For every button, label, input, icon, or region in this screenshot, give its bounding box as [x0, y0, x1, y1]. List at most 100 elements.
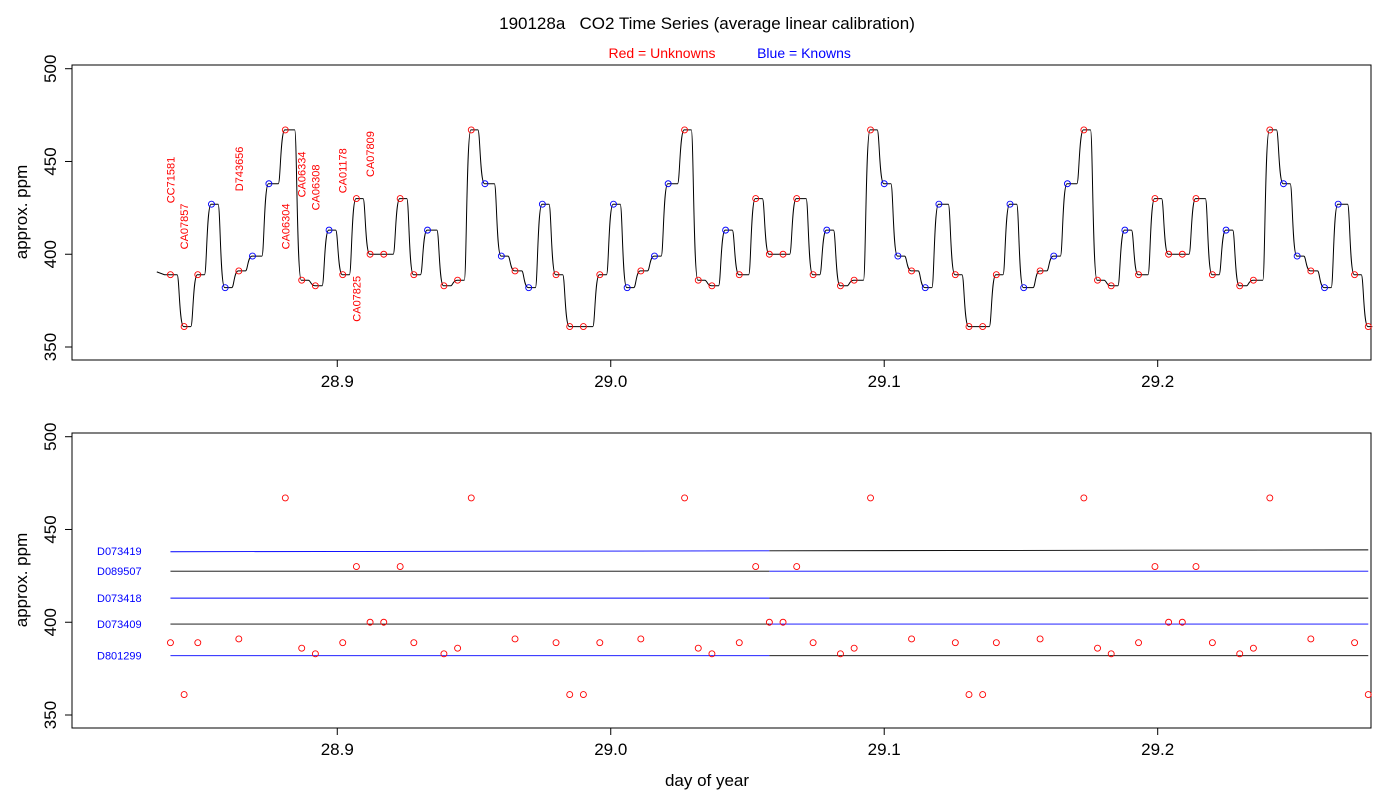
unknown-point	[1151, 563, 1159, 571]
data-point	[1050, 252, 1058, 260]
data-point	[538, 200, 546, 208]
unknown-point	[837, 650, 844, 658]
data-point	[525, 284, 533, 292]
data-point	[1307, 267, 1315, 275]
unknown-point	[735, 639, 743, 647]
data-point	[880, 180, 888, 188]
data-point	[1036, 267, 1044, 275]
data-point	[1222, 226, 1230, 234]
top-y-tick-label: 450	[41, 147, 60, 175]
unknown-point	[694, 644, 702, 652]
data-point	[921, 284, 929, 292]
data-point	[1266, 126, 1274, 134]
unknown-point	[1236, 650, 1244, 658]
data-point	[424, 226, 431, 234]
data-point	[1094, 276, 1101, 284]
data-point	[722, 226, 730, 234]
data-point	[735, 271, 743, 279]
unknown-point	[566, 691, 574, 699]
bottom-x-tick-label: 29.0	[594, 740, 627, 759]
bottom-y-tick-label: 500	[41, 423, 60, 451]
unknown-point	[380, 618, 388, 626]
sample-annotation: CA06304	[280, 203, 292, 249]
unknown-point	[1107, 650, 1115, 658]
unknown-point	[1178, 618, 1186, 626]
unknown-point	[1192, 563, 1200, 571]
sample-annotation: CA07809	[365, 131, 377, 177]
data-point	[339, 271, 347, 279]
data-point	[235, 267, 243, 275]
unknown-point	[1364, 691, 1372, 699]
unknown-point	[311, 650, 319, 658]
unknown-point	[908, 635, 916, 643]
unknown-point	[366, 618, 374, 626]
data-point	[467, 126, 475, 134]
data-point	[566, 323, 574, 331]
data-point	[221, 284, 229, 292]
unknown-point	[1036, 635, 1044, 643]
top-x-tick-label: 29.1	[868, 372, 901, 391]
unknown-point	[1135, 639, 1142, 647]
time-series-panel: approx. ppm 28.9 29.0 29.1 29.2 350 400 450 500…	[12, 55, 1373, 391]
data-point	[596, 271, 604, 279]
bottom-y-tick-label: 450	[41, 515, 60, 543]
data-point	[265, 180, 273, 188]
data-point	[1151, 195, 1159, 203]
bottom-plot-frame	[71, 432, 1372, 729]
unknown-point	[596, 639, 604, 647]
data-point	[281, 126, 289, 134]
unknown-point	[992, 639, 1000, 647]
sample-annotation: CA06308	[310, 165, 322, 211]
top-plot-frame	[71, 64, 1372, 361]
data-point	[1351, 271, 1359, 279]
data-point	[708, 282, 716, 290]
unknown-point	[396, 563, 404, 571]
data-point	[298, 276, 306, 284]
data-point	[325, 226, 333, 234]
data-point	[765, 250, 773, 258]
unknown-point	[194, 639, 202, 647]
data-point	[623, 284, 631, 292]
unknown-point	[552, 639, 560, 647]
unknown-point	[979, 691, 987, 699]
data-point	[694, 276, 702, 284]
sample-annotation: CA07857	[179, 203, 191, 249]
unknown-point	[298, 644, 306, 652]
unknown-point	[1249, 644, 1257, 652]
data-point	[681, 126, 689, 134]
reference-line-label: D073409	[97, 619, 142, 631]
unknown-point	[1351, 639, 1359, 647]
unknown-point	[454, 644, 462, 652]
unknown-point	[579, 691, 587, 699]
top-y-tick-label: 500	[41, 55, 60, 83]
top-y-tick-label: 350	[41, 333, 60, 361]
unknown-point	[167, 639, 174, 647]
data-point	[1107, 282, 1115, 290]
data-point	[1334, 200, 1342, 208]
unknown-point	[637, 635, 645, 643]
unknown-point	[511, 635, 519, 643]
reference-line-label: D089507	[97, 566, 142, 578]
data-point	[1080, 126, 1088, 134]
data-point	[1178, 250, 1186, 258]
data-point	[1321, 284, 1328, 292]
data-point	[610, 200, 617, 208]
sample-annotation: D743656	[234, 147, 246, 192]
data-point	[793, 195, 801, 203]
data-point	[935, 200, 943, 208]
legend-unknowns: Red = Unknowns	[608, 45, 715, 61]
bottom-y-tick-label: 400	[41, 608, 60, 636]
bottom-x-tick-label: 29.1	[868, 740, 901, 759]
data-point	[481, 180, 489, 188]
data-point	[779, 250, 787, 258]
sample-annotation: CA06334	[297, 152, 309, 198]
legend-knowns: Blue = Knowns	[757, 45, 851, 61]
reference-line-label: D073418	[97, 593, 142, 605]
data-point	[823, 226, 831, 234]
unknown-point	[951, 639, 959, 647]
unknown-point	[1266, 494, 1274, 502]
reference-line	[170, 550, 770, 553]
reference-line-label: D801299	[97, 651, 142, 663]
unknown-point	[765, 618, 773, 626]
